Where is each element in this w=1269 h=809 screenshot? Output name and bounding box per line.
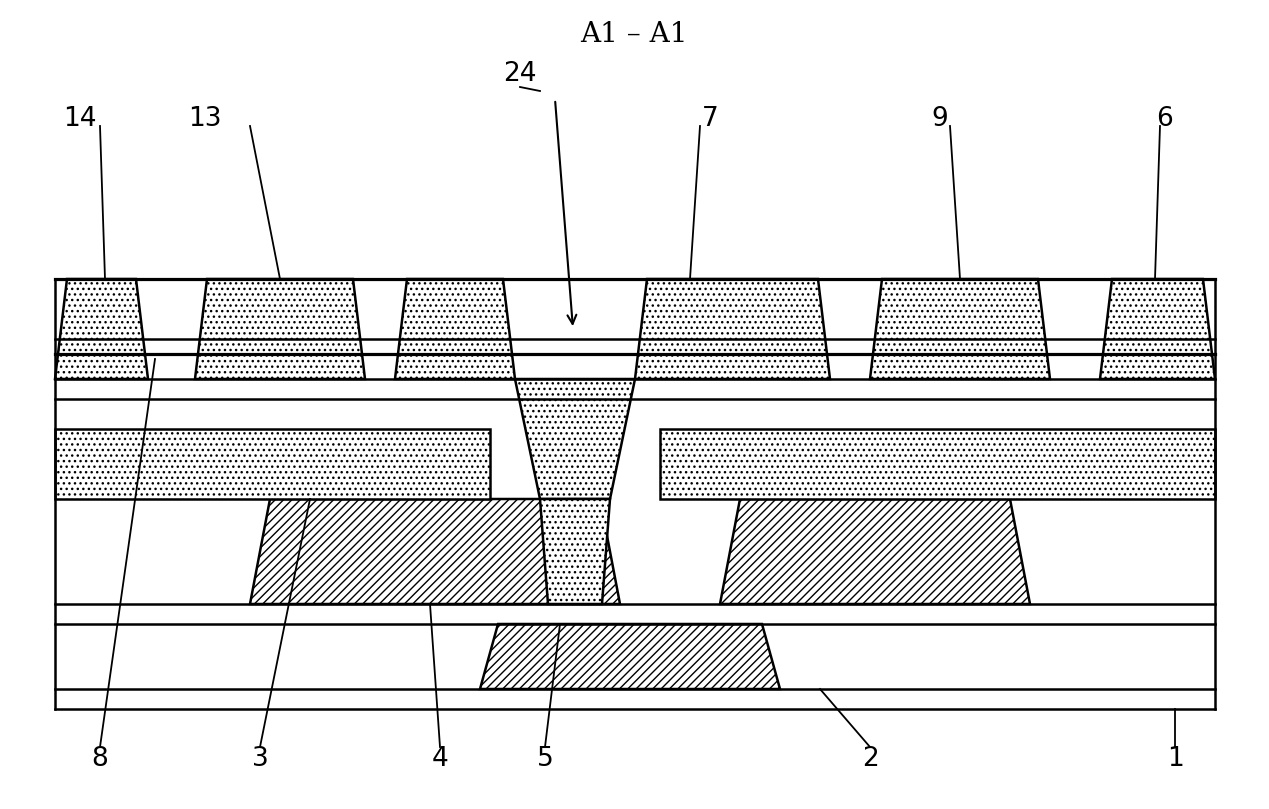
Polygon shape: [541, 499, 610, 604]
Text: 3: 3: [251, 746, 268, 772]
Polygon shape: [660, 429, 1214, 499]
Text: 9: 9: [931, 106, 948, 132]
Text: 5: 5: [537, 746, 553, 772]
Text: 7: 7: [702, 106, 718, 132]
Text: 1: 1: [1166, 746, 1184, 772]
Polygon shape: [871, 279, 1049, 379]
Text: 2: 2: [862, 746, 878, 772]
Text: A1 – A1: A1 – A1: [580, 20, 688, 48]
Text: 24: 24: [504, 61, 537, 87]
Polygon shape: [1100, 279, 1214, 379]
Text: 8: 8: [91, 746, 108, 772]
Text: 13: 13: [188, 106, 222, 132]
Polygon shape: [720, 499, 1030, 604]
Polygon shape: [55, 279, 148, 379]
Text: 6: 6: [1156, 106, 1174, 132]
Polygon shape: [55, 429, 490, 499]
Polygon shape: [395, 279, 515, 379]
Polygon shape: [515, 379, 634, 499]
Polygon shape: [634, 279, 830, 379]
Polygon shape: [250, 499, 621, 604]
Polygon shape: [195, 279, 365, 379]
Text: 4: 4: [431, 746, 448, 772]
Text: 14: 14: [63, 106, 96, 132]
Polygon shape: [480, 624, 780, 689]
